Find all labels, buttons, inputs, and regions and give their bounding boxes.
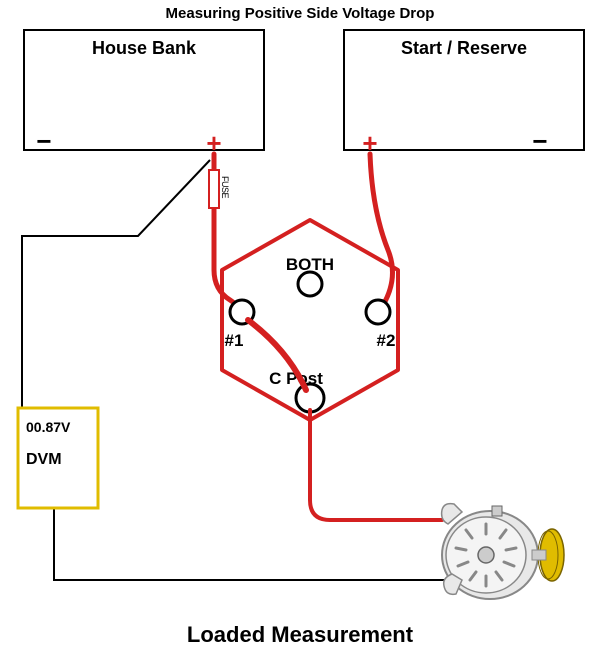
house-bank-label: House Bank [92,38,197,58]
switch-post-2 [366,300,390,324]
start-reserve-neg-icon: − [532,126,547,156]
start-reserve-label: Start / Reserve [401,38,527,58]
wire-cpost-to-alt [310,410,442,520]
switch-post-2-label: #2 [377,331,396,350]
diagram-canvas: Measuring Positive Side Voltage Drop Hou… [0,0,600,661]
dvm-voltage: 00.87V [26,419,71,435]
diagram-title: Measuring Positive Side Voltage Drop [166,5,435,22]
fuse-label: FUSE [220,176,230,199]
house-bank-neg-icon: − [36,126,51,156]
switch-post-1-label: #1 [225,331,244,350]
dvm-lead-positive [22,160,210,410]
switch-post-both [298,272,322,296]
bottom-title: Loaded Measurement [187,622,414,647]
alternator-icon [442,504,564,599]
switch-cpost [296,384,324,412]
fuse-icon [209,170,219,208]
wire-start-to-p2 [370,154,393,310]
dvm-label: DVM [26,451,62,468]
switch-post-both-label: BOTH [286,255,334,274]
